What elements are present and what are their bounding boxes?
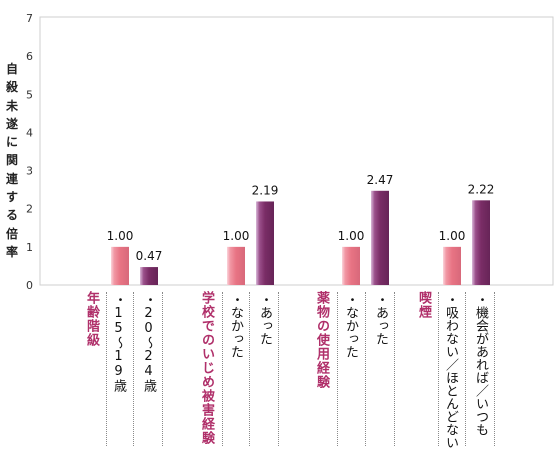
category-label: ・20～24歳	[141, 293, 156, 392]
y-axis: 0 1 2 3 4 5 6 7	[26, 12, 33, 292]
group-label: 薬物の使用経験	[314, 291, 329, 389]
label-divider	[394, 292, 395, 446]
y-tick-label: 3	[26, 165, 33, 178]
bar-1-1	[111, 246, 129, 285]
category-label: ・なかった	[343, 293, 358, 358]
data-label: 1.00	[439, 229, 466, 243]
y-tick-label: 6	[26, 50, 33, 63]
category-label: ・なかった	[228, 293, 243, 358]
bar-1-2	[140, 267, 158, 285]
category-label: ・15～19歳	[111, 293, 126, 392]
group-label: 喫煙	[416, 291, 431, 319]
data-label: 2.19	[252, 183, 279, 197]
bar-3-2	[371, 190, 389, 285]
label-divider	[106, 292, 107, 446]
plot-area	[39, 16, 554, 286]
bars	[111, 190, 490, 285]
bar-4-2	[472, 200, 490, 285]
bar-2-2	[256, 201, 274, 285]
bar-4-1	[443, 246, 461, 285]
label-divider	[278, 292, 279, 446]
data-label: 0.47	[136, 249, 163, 263]
label-divider	[222, 292, 223, 446]
category-label: ・吸わない／ほとんどない	[443, 293, 458, 449]
y-tick-label: 7	[26, 12, 33, 25]
label-divider	[337, 292, 338, 446]
label-divider	[465, 292, 466, 446]
category-label: ・機会があれば／いつも	[473, 293, 488, 436]
data-label: 1.00	[107, 229, 134, 243]
data-label: 1.00	[223, 229, 250, 243]
bar-3-1	[342, 246, 360, 285]
data-label: 2.22	[468, 182, 495, 196]
bar-2-1	[227, 246, 245, 285]
y-tick-label: 2	[26, 203, 33, 216]
label-divider	[249, 292, 250, 446]
label-divider	[162, 292, 163, 446]
label-divider	[365, 292, 366, 446]
y-tick-label: 1	[26, 241, 33, 254]
group-label: 学校でのいじめ被害経験	[199, 291, 214, 445]
value-labels: 1.000.471.002.191.002.471.002.22	[107, 173, 495, 263]
y-axis-title: 自殺未遂に関連する倍率	[5, 62, 18, 259]
y-tick-label: 5	[26, 88, 33, 101]
data-label: 2.47	[367, 173, 394, 187]
label-divider	[133, 292, 134, 446]
y-tick-label: 0	[26, 279, 33, 292]
label-divider	[438, 292, 439, 446]
category-label: ・あった	[373, 293, 388, 345]
group-label: 年齢階級	[84, 291, 99, 347]
data-label: 1.00	[338, 229, 365, 243]
category-label: ・あった	[257, 293, 272, 345]
y-tick-label: 4	[26, 126, 33, 139]
label-divider	[494, 292, 495, 446]
